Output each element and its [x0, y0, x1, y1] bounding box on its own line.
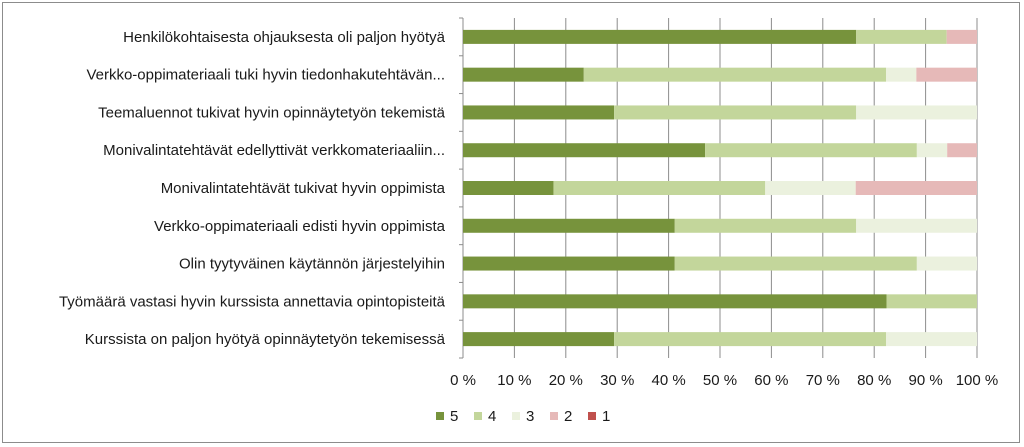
bar-segment [916, 67, 977, 82]
bar-segment [463, 256, 675, 271]
x-tick-label: 50 % [703, 372, 737, 389]
bar-segment [947, 143, 977, 158]
bar-segment [614, 332, 887, 347]
x-tick-label: 100 % [956, 372, 999, 389]
legend-swatch [550, 412, 558, 420]
category-label: Henkilökohtaisesta ohjauksesta oli paljo… [123, 29, 446, 46]
x-tick-label: 10 % [497, 372, 531, 389]
bar-segment [674, 256, 917, 271]
bar-segment [463, 294, 887, 309]
x-tick-label: 60 % [754, 372, 788, 389]
bar-segment [916, 256, 977, 271]
category-label: Teemaluennot tukivat hyvin opinnäytetyön… [98, 104, 446, 121]
bar-segment [886, 332, 977, 347]
bar-segment [886, 294, 977, 309]
bar-segment [765, 181, 856, 195]
category-label: Verkko-oppimateriaali tuki hyvin tiedonh… [86, 67, 445, 84]
legend-label: 1 [602, 408, 610, 425]
category-label: Verkko-oppimateriaali edisti hyvin oppim… [154, 218, 446, 235]
bar-segment [463, 105, 615, 120]
bar-segment [946, 29, 977, 44]
category-label: Kurssista on paljon hyötyä opinnäytetyön… [85, 331, 446, 348]
legend-swatch [436, 412, 444, 420]
bar-segment [463, 67, 584, 82]
legend-label: 3 [526, 408, 534, 425]
x-tick-label: 80 % [857, 372, 891, 389]
x-tick-label: 70 % [806, 372, 840, 389]
category-label: Monivalintatehtävät edellyttivät verkkom… [103, 142, 445, 159]
bar-segment [856, 29, 947, 44]
legend-swatch [588, 412, 596, 420]
bar-segment [463, 29, 857, 44]
bar-segment [463, 143, 706, 158]
bar-segment [916, 143, 948, 158]
bar-segment [856, 218, 977, 233]
bar-segment [886, 67, 917, 82]
bar-segment [463, 181, 554, 195]
bar-segment [463, 332, 615, 347]
legend-label: 4 [488, 408, 496, 425]
bar-segment [855, 181, 977, 195]
bar-segment [705, 143, 917, 158]
bar-segment [553, 181, 766, 195]
x-tick-label: 90 % [908, 372, 942, 389]
x-tick-label: 0 % [450, 372, 476, 389]
category-label: Monivalintatehtävät tukivat hyvin oppimi… [161, 180, 446, 197]
legend-swatch [474, 412, 482, 420]
bar-segment [463, 218, 675, 233]
x-tick-label: 30 % [600, 372, 634, 389]
legend-swatch [512, 412, 520, 420]
category-label: Olin tyytyväinen käytännön järjestelyihi… [179, 256, 445, 273]
category-label: Työmäärä vastasi hyvin kurssista annetta… [59, 293, 446, 310]
bar-segment [583, 67, 887, 82]
bar-segment [674, 218, 857, 233]
bar-segment [856, 105, 977, 120]
x-tick-label: 40 % [651, 372, 685, 389]
legend-label: 5 [450, 408, 458, 425]
bar-segment [614, 105, 857, 120]
x-tick-label: 20 % [549, 372, 583, 389]
legend-label: 2 [564, 408, 572, 425]
